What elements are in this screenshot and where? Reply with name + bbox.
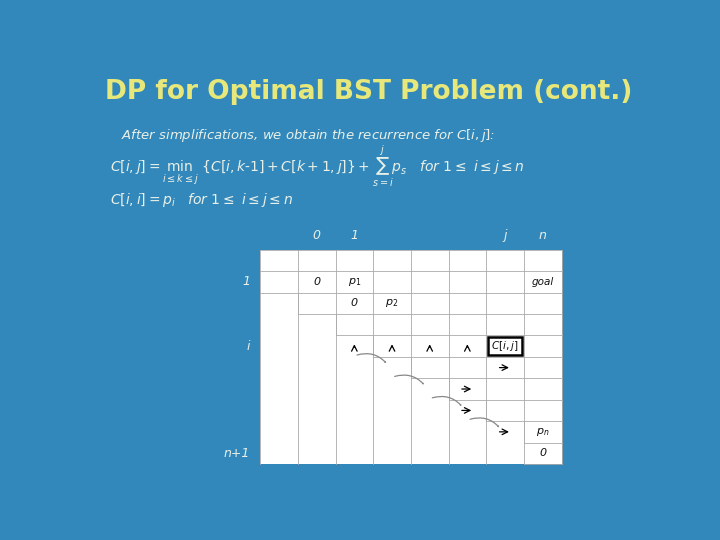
FancyArrowPatch shape (395, 375, 423, 384)
Bar (488, 337, 521, 355)
Text: j: j (503, 230, 507, 242)
Text: 0: 0 (313, 277, 320, 287)
Text: After simplifications, we obtain the recurrence for $C[i,j]$:: After simplifications, we obtain the rec… (121, 127, 495, 144)
Text: $p_2$: $p_2$ (385, 298, 399, 309)
Text: n+1: n+1 (224, 447, 250, 460)
Text: 1: 1 (351, 230, 359, 242)
Text: 0: 0 (312, 230, 320, 242)
Text: 0: 0 (539, 448, 546, 458)
Text: $p_n$: $p_n$ (536, 426, 549, 438)
FancyArrowPatch shape (470, 418, 498, 427)
Text: $p_1$: $p_1$ (348, 276, 361, 288)
Text: $C[i,i] = p_i$   for $1 \leq\ i \leq j \leq n$: $C[i,i] = p_i$ for $1 \leq\ i \leq j \le… (109, 191, 292, 209)
Text: $C[i,j] = \underset{i \leq k \leq j}{\min}\ \{C[i,k\text{-}1] + C[k+1,j]\} + \ov: $C[i,j] = \underset{i \leq k \leq j}{\mi… (109, 144, 524, 190)
Text: $C[i,j]$: $C[i,j]$ (491, 339, 519, 353)
Text: 0: 0 (351, 299, 358, 308)
FancyArrowPatch shape (357, 354, 385, 362)
Bar (260, 250, 562, 464)
Text: goal: goal (531, 277, 554, 287)
Text: DP for Optimal BST Problem (cont.): DP for Optimal BST Problem (cont.) (105, 79, 633, 105)
Text: n: n (539, 230, 546, 242)
Text: i: i (247, 340, 250, 353)
Text: 1: 1 (242, 275, 250, 288)
FancyArrowPatch shape (432, 396, 461, 405)
